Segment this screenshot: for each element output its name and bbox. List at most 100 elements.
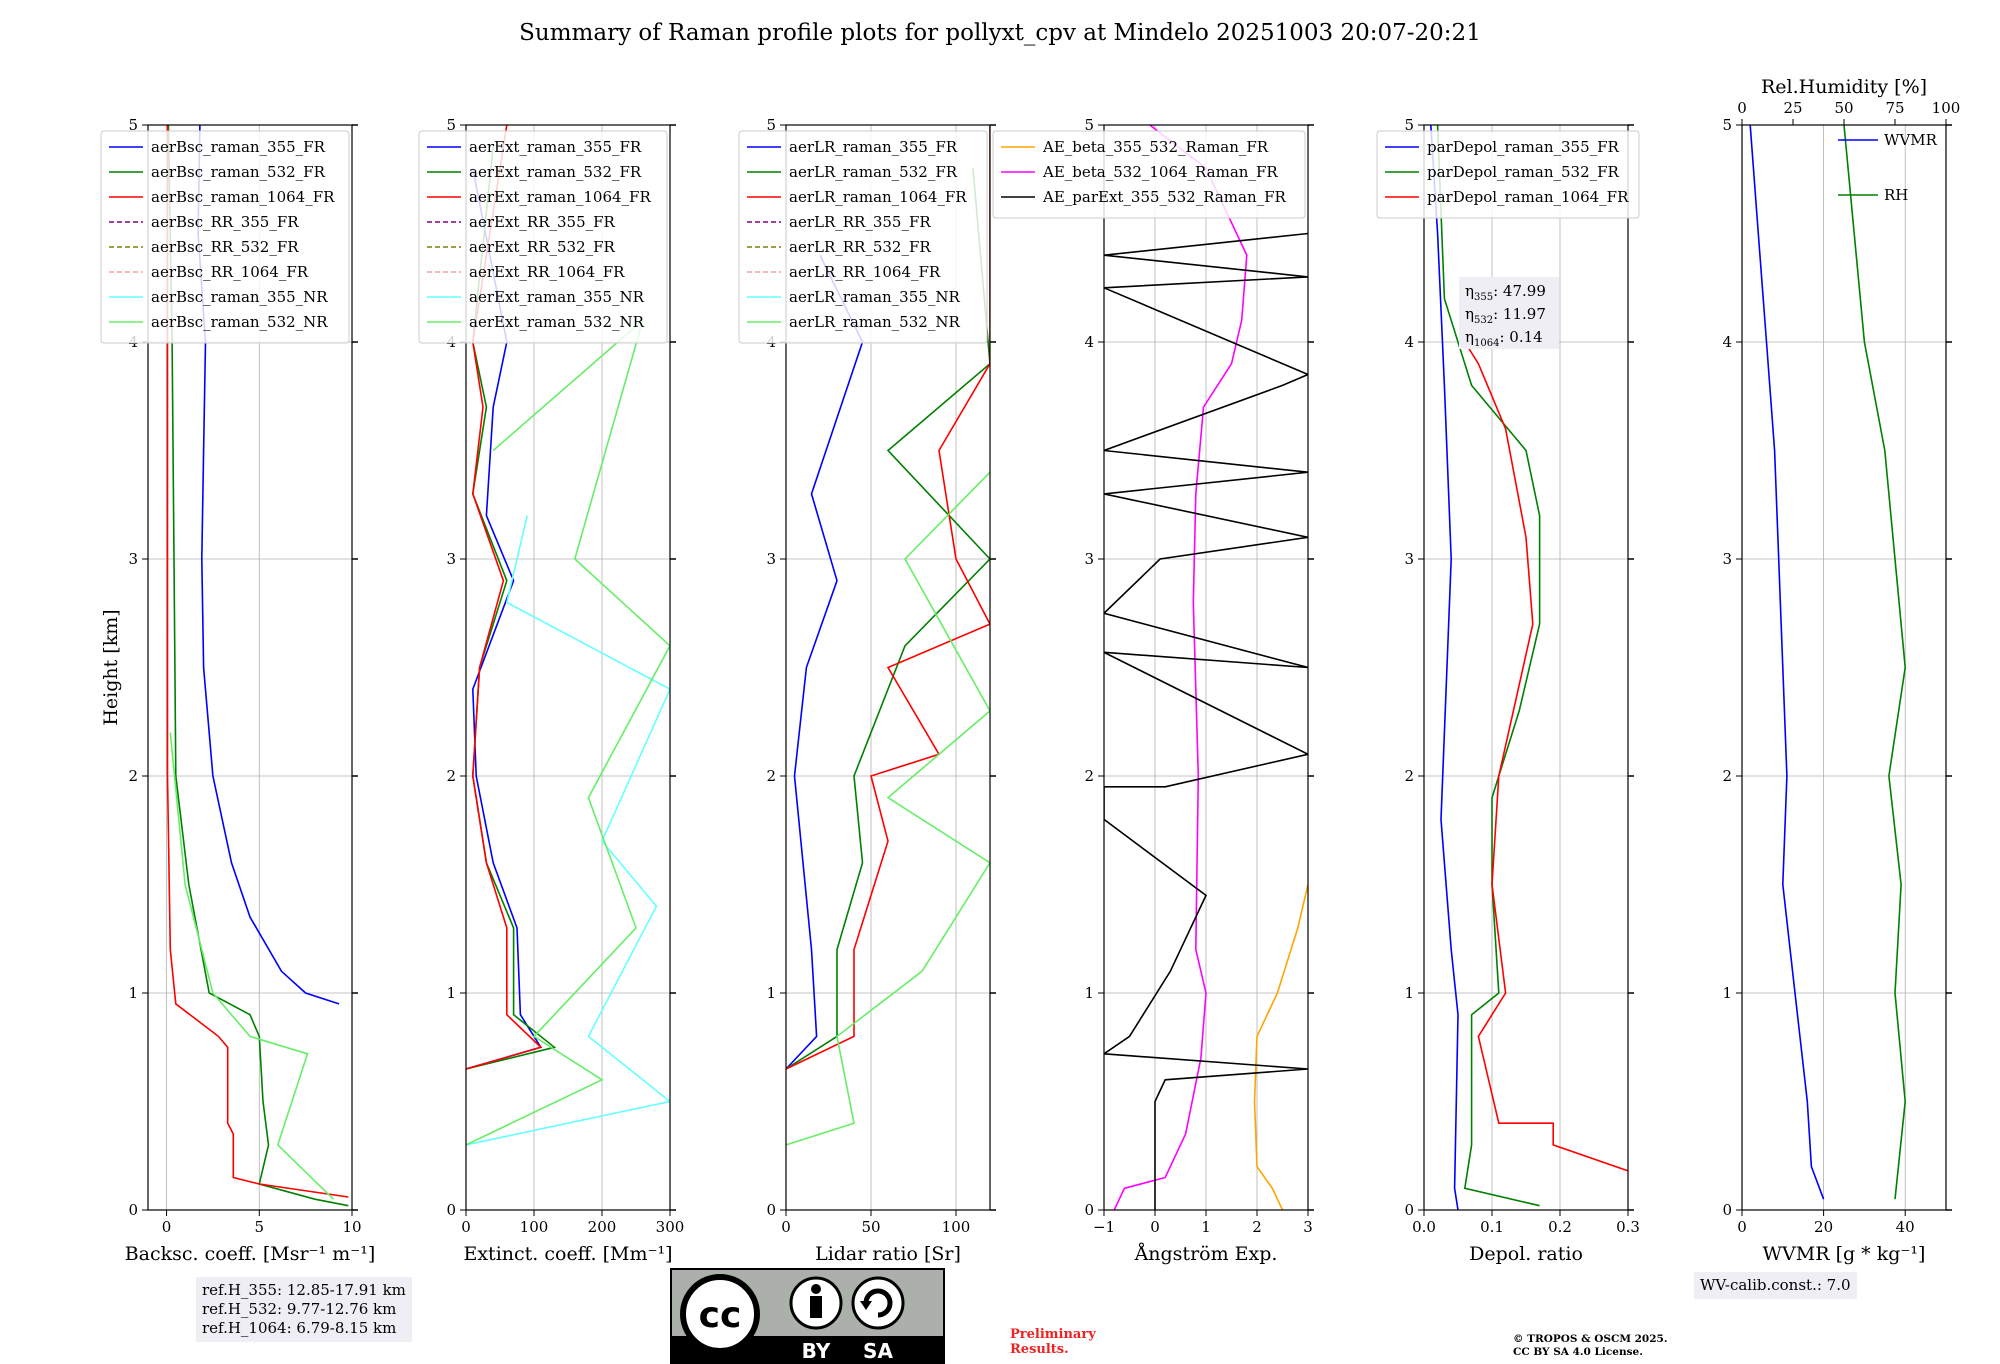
series-aerBsc_raman_532_NR <box>169 732 335 1200</box>
legend-label: aerExt_RR_532_FR <box>469 238 616 256</box>
legend-label: AE_parExt_355_532_Raman_FR <box>1042 188 1287 206</box>
legend: aerExt_raman_355_FR aerExt_raman_532_FRae… <box>418 130 668 344</box>
legend: parDepol_raman_355_FR parDepol_raman_532_… <box>1376 130 1640 219</box>
ref-height-355: ref.H_355: 12.85-17.91 km <box>202 1281 406 1299</box>
preliminary-note: Preliminary Results. <box>1010 1327 1096 1357</box>
y-tick-label: 2 <box>1084 767 1094 785</box>
series-aerExt_raman_355_FR <box>466 168 543 1070</box>
x-tick-label: 40 <box>1896 1218 1915 1236</box>
x-axis-label: Backsc. coeff. [Msr⁻¹ m⁻¹] <box>125 1243 376 1265</box>
series-group <box>1104 125 1308 1210</box>
legend-label: AE_beta_532_1064_Raman_FR <box>1042 163 1278 181</box>
y-tick-label: 2 <box>1404 767 1414 785</box>
y-tick-label: 5 <box>1722 116 1732 134</box>
y-tick-label: 5 <box>1084 116 1094 134</box>
wv-calib-box: WV-calib.const.: 7.0 <box>1694 1272 1857 1299</box>
x-tick-label: 0 <box>162 1218 172 1236</box>
top-axis-label: Rel.Humidity [%] <box>1761 76 1927 98</box>
y-tick-label: 3 <box>1404 550 1414 568</box>
legend: WVMR RH <box>1838 131 1938 204</box>
cc-by-label: BY <box>802 1339 831 1363</box>
eta-1064: η1064: 0.14 <box>1465 328 1543 349</box>
y-tick-label: 1 <box>766 984 776 1002</box>
y-tick-label: 3 <box>446 550 456 568</box>
x-tick-label: 10 <box>342 1218 361 1236</box>
eta-532: η532: 11.97 <box>1465 305 1546 326</box>
sa-icon <box>851 1276 905 1330</box>
y-tick-label: 0 <box>766 1201 776 1219</box>
legend-box <box>738 130 988 344</box>
y-tick-label: 3 <box>1084 550 1094 568</box>
legend-label: aerBsc_raman_355_FR <box>151 138 326 156</box>
series-RH <box>1843 125 1907 1200</box>
x-axis-label: Ångström Exp. <box>1134 1243 1278 1265</box>
x-axis-label: WVMR [g * kg⁻¹] <box>1763 1243 1926 1265</box>
y-tick-label: 3 <box>766 550 776 568</box>
ref-height-532: ref.H_532: 9.77-12.76 km <box>202 1300 397 1318</box>
legend-label: parDepol_raman_355_FR <box>1427 138 1620 156</box>
preliminary-line-2: Results. <box>1010 1342 1069 1357</box>
axes-frame <box>147 124 353 1211</box>
legend-label: aerExt_raman_532_NR <box>469 313 645 331</box>
legend-box <box>1376 130 1640 219</box>
x-tick-label: 1 <box>1201 1218 1211 1236</box>
y-tick-label: 4 <box>1404 333 1414 351</box>
y-tick-label: 0 <box>1722 1201 1732 1219</box>
legend-label: aerLR_raman_532_FR <box>789 163 958 181</box>
copyright-note: © TROPOS & OSCM 2025. CC BY SA 4.0 Licen… <box>1513 1333 1668 1359</box>
copyright-line-1: © TROPOS & OSCM 2025. <box>1513 1333 1668 1345</box>
legend-label: aerExt_raman_532_FR <box>469 163 642 181</box>
x-tick-label: 0 <box>1150 1218 1160 1236</box>
axes-frame <box>465 124 671 1211</box>
legend-box <box>100 130 350 344</box>
series-aerLR_raman_532_FR <box>786 168 990 1070</box>
x-tick-label: 0.0 <box>1412 1218 1436 1236</box>
x-tick-label: 300 <box>656 1218 685 1236</box>
series-parDepol_raman_355_FR <box>1430 125 1459 1210</box>
series-AE_beta_355_532_Raman_FR <box>1253 884 1308 1210</box>
legend-label: parDepol_raman_1064_FR <box>1427 188 1629 206</box>
legend-label: aerExt_RR_1064_FR <box>469 263 625 281</box>
x-tick-label: 2 <box>1252 1218 1262 1236</box>
legend-label: aerBsc_raman_532_FR <box>151 163 326 181</box>
svg-text:cc: cc <box>699 1295 742 1336</box>
legend-label: aerBsc_RR_1064_FR <box>151 263 309 281</box>
legend-label: AE_beta_355_532_Raman_FR <box>1042 138 1269 156</box>
y-axis-label: Height [km] <box>100 609 122 725</box>
series-aerExt_raman_1064_FR <box>466 125 543 1070</box>
y-tick-label: 2 <box>1722 767 1732 785</box>
legend-label: aerBsc_raman_1064_FR <box>151 188 335 206</box>
legend-label: WVMR <box>1884 131 1938 149</box>
legend-label: aerExt_raman_355_FR <box>469 138 642 156</box>
legend-label: aerLR_raman_355_FR <box>789 138 958 156</box>
series-aerBsc_raman_1064_FR <box>166 125 349 1198</box>
y-tick-label: 1 <box>1084 984 1094 1002</box>
series-WVMR <box>1749 125 1825 1200</box>
x-tick-label: 200 <box>588 1218 617 1236</box>
x-axis-label: Extinct. coeff. [Mm⁻¹] <box>463 1243 672 1265</box>
x-tick-label: 0 <box>461 1218 471 1236</box>
legend: aerBsc_raman_355_FR aerBsc_raman_532_FRae… <box>100 130 350 344</box>
series-group <box>786 125 990 1146</box>
series-aerLR_raman_532_NR <box>786 471 990 1146</box>
legend-label: aerBsc_raman_355_NR <box>151 288 328 306</box>
x-tick-label: 100 <box>520 1218 549 1236</box>
top-tick-label: 50 <box>1834 99 1853 117</box>
y-tick-label: 4 <box>1084 333 1094 351</box>
y-tick-label: 1 <box>128 984 138 1002</box>
y-tick-label: 0 <box>1084 1201 1094 1219</box>
series-AE_parExt_355_532_Raman_FR <box>1104 232 1308 1210</box>
ref-height-1064: ref.H_1064: 6.79-8.15 km <box>202 1319 397 1337</box>
legend: aerLR_raman_355_FR aerLR_raman_532_FR aerL… <box>738 130 988 344</box>
series-group <box>1430 125 1628 1210</box>
y-tick-label: 1 <box>1722 984 1732 1002</box>
x-tick-label: 50 <box>861 1218 880 1236</box>
legend-label: aerLR_RR_355_FR <box>789 213 931 231</box>
y-tick-label: 3 <box>128 550 138 568</box>
x-tick-label: 0 <box>781 1218 791 1236</box>
